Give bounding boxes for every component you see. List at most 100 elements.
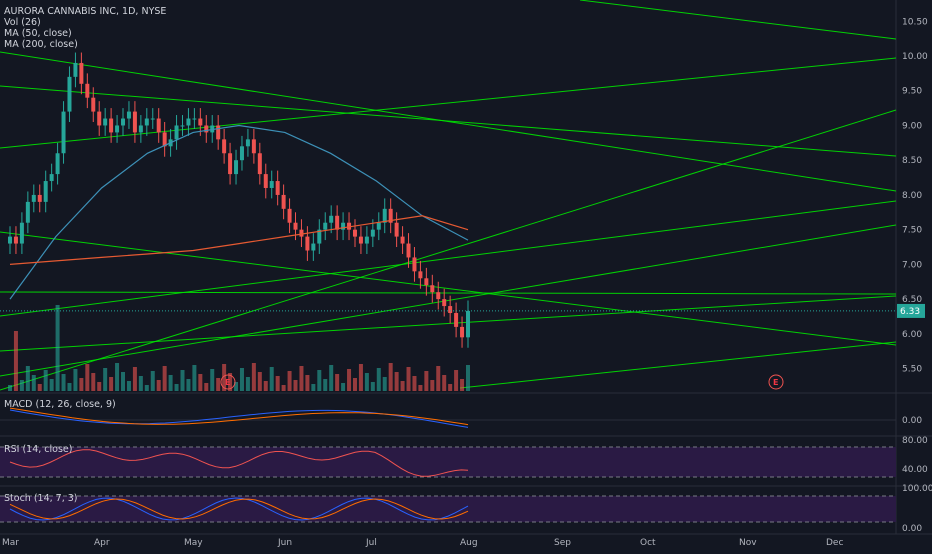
candle-body <box>454 313 459 327</box>
volume-bar <box>198 374 203 391</box>
volume-bar <box>406 367 411 391</box>
candle-body <box>287 208 292 223</box>
candle-body <box>388 208 393 223</box>
candle-body <box>43 181 48 202</box>
legend-ma200: MA (200, close) <box>4 39 78 50</box>
volume-bar <box>388 363 393 391</box>
price-tick-label: 6.00 <box>902 330 922 340</box>
time-tick-label: Jul <box>365 538 377 548</box>
candle-body <box>228 153 233 175</box>
volume-bar <box>281 385 286 391</box>
volume-bar <box>454 370 459 391</box>
time-tick-label: Nov <box>739 538 757 548</box>
candle-body <box>263 174 268 188</box>
volume-bar <box>263 381 268 391</box>
volume-bar <box>311 384 316 391</box>
stoch-d-line <box>9 498 469 520</box>
candle-body <box>293 222 298 230</box>
volume-bar <box>132 367 137 391</box>
volume-bar <box>55 305 60 391</box>
rsi-tick-label: 40.00 <box>902 465 928 475</box>
volume-bar <box>79 378 84 391</box>
volume-bar <box>91 373 96 391</box>
volume-bar <box>269 367 274 391</box>
volume-bar <box>162 366 167 391</box>
trend-line <box>0 231 897 346</box>
trend-line <box>459 341 897 389</box>
candle-body <box>352 229 357 237</box>
ma200-line <box>9 215 469 265</box>
candle-body <box>222 139 227 154</box>
candle-body <box>174 125 179 140</box>
ma50-line <box>9 124 469 300</box>
candle-body <box>192 118 197 120</box>
candle-body <box>347 222 352 230</box>
volume-bar <box>234 382 239 391</box>
volume-bar <box>43 370 48 391</box>
volume-bar <box>358 364 363 391</box>
candle-body <box>85 83 90 98</box>
candle-body <box>257 153 262 175</box>
legend-volume: Vol (26) <box>4 17 41 28</box>
candle-body <box>67 76 72 112</box>
candle-body <box>370 229 375 237</box>
stoch-label: Stoch (14, 7, 3) <box>4 493 78 504</box>
volume-bar <box>341 383 346 391</box>
time-tick-label: Sep <box>554 538 571 548</box>
volume-bar <box>228 373 233 391</box>
volume-bar <box>168 375 173 391</box>
candle-body <box>376 222 381 230</box>
volume-bar <box>19 380 24 391</box>
candle-body <box>317 229 322 244</box>
volume-bar <box>31 375 36 391</box>
volume-bar <box>121 372 126 391</box>
volume-bar <box>418 385 423 391</box>
price-tick-label: 8.50 <box>902 156 922 166</box>
trend-line <box>0 85 897 157</box>
volume-bar <box>126 381 131 391</box>
volume-bar <box>13 331 18 391</box>
candle-body <box>412 257 417 272</box>
stoch-tick-label: 0.00 <box>902 524 922 534</box>
volume-bar <box>293 380 298 391</box>
candle-body <box>49 174 54 182</box>
volume-bar <box>335 374 340 391</box>
candle-body <box>55 153 60 175</box>
candle-body <box>162 132 167 147</box>
volume-bar <box>210 369 215 391</box>
candle-body <box>251 139 256 154</box>
earnings-marker-label: E <box>225 378 230 387</box>
earnings-marker-label: E <box>773 378 778 387</box>
volume-bar <box>370 382 375 391</box>
trend-line <box>0 57 897 149</box>
volume-bar <box>412 376 417 391</box>
volume-bar <box>186 379 191 391</box>
macd-legend: MACD (12, 26, close, 9) <box>4 399 116 410</box>
candle-body <box>31 194 36 202</box>
candle-body <box>121 118 126 126</box>
volume-bar <box>323 379 328 391</box>
candle-body <box>25 201 30 223</box>
candle-body <box>61 111 66 154</box>
trend-line <box>0 295 897 352</box>
price-tick-label: 6.50 <box>902 295 922 305</box>
volume-bar <box>8 385 12 391</box>
volume-bar <box>239 368 244 391</box>
candle-body <box>418 271 423 279</box>
volume-bar <box>352 378 357 391</box>
price-tick-label: 9.00 <box>902 121 922 131</box>
time-tick-label: Mar <box>2 538 19 548</box>
candle-body <box>400 236 405 244</box>
volume-bar <box>204 383 209 391</box>
volume-bar <box>251 363 256 391</box>
volume-bar <box>156 380 161 391</box>
candle-body <box>358 236 363 244</box>
candle-body <box>216 125 221 140</box>
candle-body <box>311 243 316 251</box>
volume-bar <box>430 380 435 391</box>
volume-bar <box>436 366 441 391</box>
candle-body <box>79 62 84 84</box>
time-tick-label: May <box>184 538 203 548</box>
candle-body <box>436 292 441 300</box>
